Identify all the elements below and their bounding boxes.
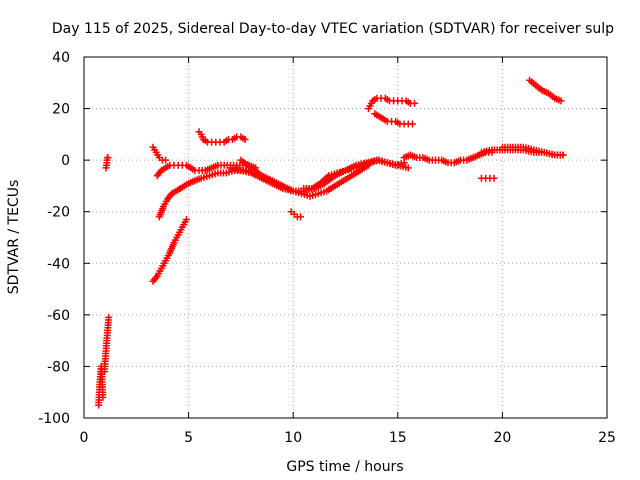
y-tick-label: 20 xyxy=(52,102,70,118)
x-tick-label: 25 xyxy=(598,430,616,446)
data-point xyxy=(241,136,249,144)
data-point xyxy=(404,164,412,172)
grid-lines xyxy=(83,56,608,419)
tick-labels: 0 5 10 15 20 25 -100 -80 -60 -40 -20 0 20 40 xyxy=(38,50,616,446)
data-point xyxy=(183,215,191,223)
y-tick-label: -60 xyxy=(47,308,70,324)
x-tick-label: 5 xyxy=(184,430,193,446)
data-point xyxy=(162,156,170,164)
x-tick-label: 20 xyxy=(493,430,511,446)
x-tick-label: 0 xyxy=(80,430,89,446)
y-tick-label: -100 xyxy=(38,411,70,427)
data-point xyxy=(559,151,567,159)
y-tick-label: -40 xyxy=(47,256,70,272)
plot-frame xyxy=(83,56,608,419)
y-tick-label: -80 xyxy=(47,359,70,375)
x-tick-label: 15 xyxy=(389,430,407,446)
data-point xyxy=(408,120,416,128)
data-point xyxy=(490,174,498,182)
data-point xyxy=(104,154,112,162)
y-tick-label: 0 xyxy=(61,153,70,169)
x-axis-label: GPS time / hours xyxy=(286,459,403,475)
data-point xyxy=(297,213,305,221)
x-tick-label: 10 xyxy=(284,430,302,446)
data-point xyxy=(105,313,113,321)
data-point xyxy=(557,97,565,105)
y-tick-label: -20 xyxy=(47,205,70,221)
chart-title: Day 115 of 2025, Sidereal Day-to-day VTE… xyxy=(52,21,614,37)
data-points xyxy=(95,76,567,409)
y-axis-label: SDTVAR / TECUs xyxy=(6,180,22,295)
y-tick-label: 40 xyxy=(52,50,70,66)
data-point xyxy=(411,99,419,107)
data-point xyxy=(99,393,107,401)
